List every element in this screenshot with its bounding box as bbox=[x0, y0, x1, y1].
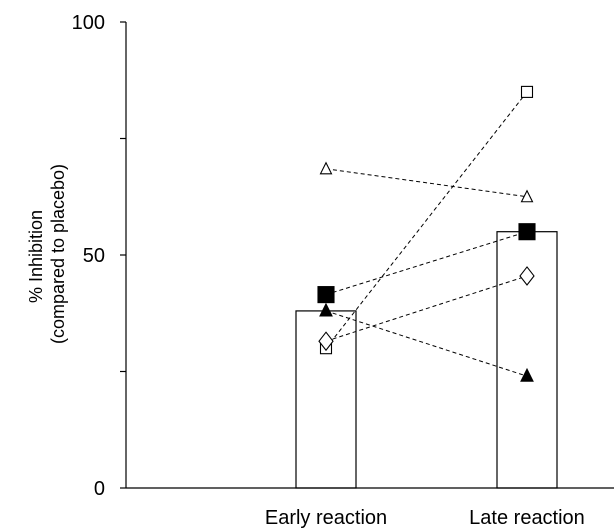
series-lines-group bbox=[325, 91, 528, 377]
series-line-filled-triangle bbox=[325, 310, 528, 377]
marker-open-triangle-1 bbox=[319, 161, 333, 175]
series-line-open-triangle bbox=[325, 168, 528, 198]
y-tick-label-0: 0 bbox=[94, 478, 105, 500]
marker-filled-triangle-1 bbox=[319, 302, 333, 317]
marker-open-triangle-2 bbox=[520, 189, 534, 203]
marker-filled-triangle-2 bbox=[520, 367, 534, 382]
marker-open-square-2 bbox=[520, 85, 534, 98]
marker-filled-square-2 bbox=[518, 223, 536, 241]
marker-open-diamond-2 bbox=[519, 266, 535, 286]
y-ticks-group: 0 50 100 bbox=[72, 12, 126, 500]
markers-group bbox=[317, 85, 536, 382]
y-axis-title-line2: (compared to placebo) bbox=[48, 164, 68, 344]
series-line-filled-square bbox=[325, 231, 528, 296]
marker-open-diamond-1 bbox=[318, 331, 334, 352]
x-category-label-2: Late reaction bbox=[469, 507, 585, 529]
x-category-label-1: Early reaction bbox=[265, 507, 387, 529]
x-category-labels: Early reaction Late reaction bbox=[265, 507, 585, 529]
y-axis-title: % Inhibition (compared to placebo) bbox=[26, 164, 68, 344]
y-tick-label-100: 100 bbox=[72, 12, 105, 34]
marker-filled-square-1 bbox=[317, 286, 335, 304]
series-line-open-square bbox=[325, 91, 528, 349]
series-line-open-diamond bbox=[325, 275, 528, 342]
y-tick-label-50: 50 bbox=[83, 245, 105, 267]
y-axis-title-line1: % Inhibition bbox=[26, 210, 46, 303]
bars-group bbox=[295, 231, 558, 489]
